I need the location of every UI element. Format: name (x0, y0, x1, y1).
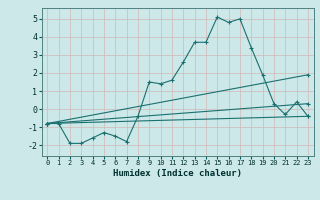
X-axis label: Humidex (Indice chaleur): Humidex (Indice chaleur) (113, 169, 242, 178)
